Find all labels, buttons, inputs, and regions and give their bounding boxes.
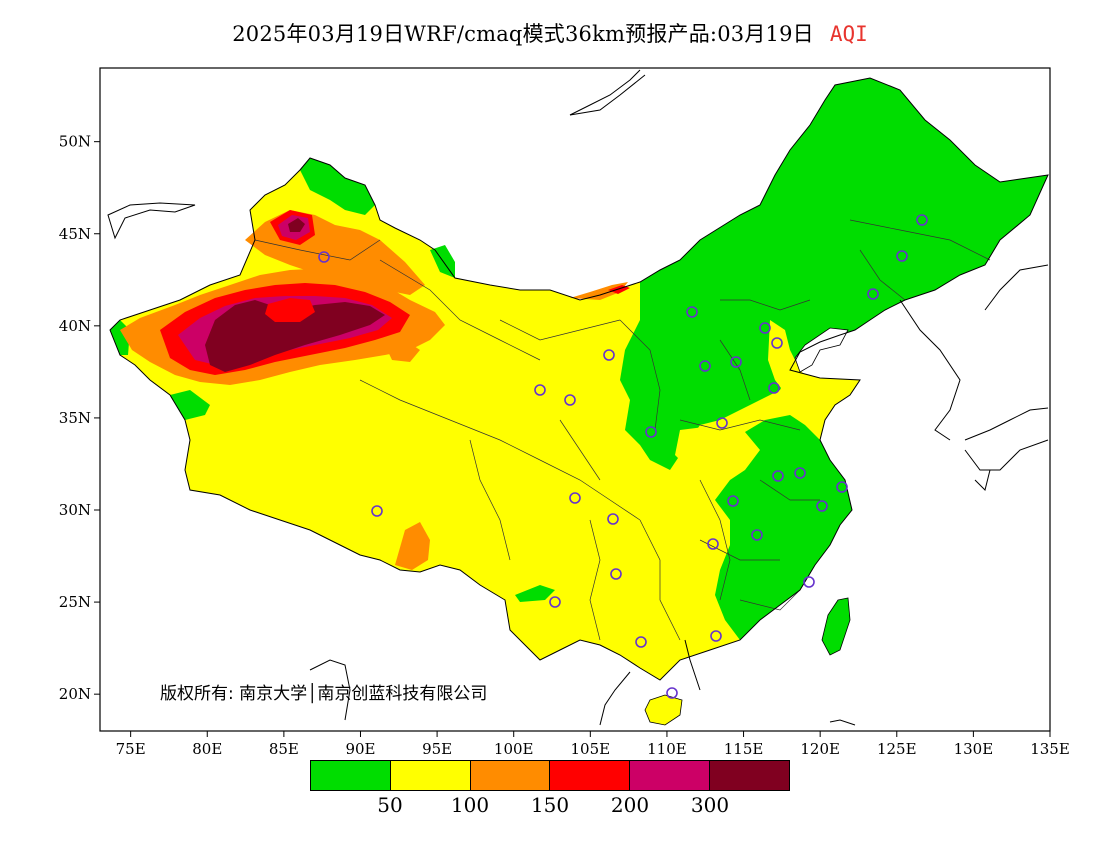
station-marker <box>730 356 742 368</box>
station-marker <box>896 250 908 262</box>
station-marker <box>686 306 698 318</box>
colorbar-label: 300 <box>690 793 730 817</box>
lon-tick-label: 135E <box>1030 740 1070 758</box>
orange-qinghai <box>385 340 420 362</box>
colorbar-segment <box>311 761 391 790</box>
station-marker <box>759 322 771 334</box>
lat-tick-label: 25N <box>59 593 91 611</box>
orange-inner-mongolia <box>570 282 628 300</box>
lon-tick-label: 110E <box>647 740 687 758</box>
green-east <box>712 415 852 640</box>
green-northeast <box>620 78 1048 470</box>
station-marker <box>867 288 879 300</box>
station-marker <box>607 513 619 525</box>
station-markers <box>318 214 928 699</box>
colorbar-label: 200 <box>610 793 650 817</box>
longitude-ticks: 75E 80E 85E 90E 95E 100E 105E 110E 115E 120E 125E 1… <box>116 731 1070 758</box>
station-marker <box>549 596 561 608</box>
province-borders <box>254 219 991 641</box>
green-taiwan <box>821 597 851 656</box>
colorbar-segment <box>550 761 631 790</box>
colorbar-label: 50 <box>377 793 403 817</box>
station-marker <box>371 505 383 517</box>
lon-tick-label: 130E <box>954 740 994 758</box>
title-variable: AQI <box>829 22 868 46</box>
station-marker <box>751 529 763 541</box>
title-main: 2025年03月19日WRF/cmaq模式36km预报产品:03月19日 <box>232 22 814 46</box>
station-marker <box>666 687 678 699</box>
station-marker <box>707 538 719 550</box>
lat-tick-label: 35N <box>59 409 91 427</box>
lon-tick-label: 90E <box>345 740 375 758</box>
lon-tick-label: 115E <box>724 740 764 758</box>
station-marker <box>635 636 647 648</box>
lat-tick-label: 30N <box>59 501 91 519</box>
colorbar-segment <box>390 761 471 790</box>
aqi-colorbar <box>310 760 790 791</box>
colorbar-segment <box>470 761 551 790</box>
maroon-tarim <box>205 300 385 372</box>
station-marker <box>716 417 728 429</box>
maroon-north <box>288 218 305 232</box>
station-marker <box>772 470 784 482</box>
green-west-patch <box>170 390 210 420</box>
hainan-island <box>644 694 683 726</box>
station-marker <box>768 382 780 394</box>
station-marker <box>916 214 928 226</box>
station-marker <box>771 337 783 349</box>
lon-tick-label: 100E <box>494 740 534 758</box>
station-marker <box>564 394 576 406</box>
green-south <box>515 585 555 602</box>
yellow-north-china <box>768 320 810 400</box>
china-outline <box>109 77 1049 681</box>
lat-tick-label: 40N <box>59 317 91 335</box>
coastlines <box>107 69 1049 726</box>
station-marker <box>534 384 546 396</box>
colorbar-label: 100 <box>450 793 490 817</box>
station-marker <box>816 500 828 512</box>
colorbar-segment <box>710 761 789 790</box>
colorbar-segment <box>630 761 711 790</box>
lon-tick-label: 75E <box>116 740 146 758</box>
lat-tick-label: 20N <box>59 685 91 703</box>
lon-tick-label: 105E <box>571 740 611 758</box>
red-tarim-hole <box>265 298 315 322</box>
lat-tick-label: 50N <box>59 133 91 151</box>
station-marker <box>710 630 722 642</box>
station-marker <box>318 251 330 263</box>
lon-tick-label: 85E <box>269 740 299 758</box>
station-marker <box>803 576 815 588</box>
station-marker <box>836 481 848 493</box>
lon-tick-label: 120E <box>800 740 840 758</box>
map-title: 2025年03月19日WRF/cmaq模式36km预报产品:03月19日 AQI <box>0 18 1100 48</box>
station-marker <box>603 349 615 361</box>
lon-tick-label: 95E <box>422 740 452 758</box>
station-marker <box>794 467 806 479</box>
station-marker <box>727 495 739 507</box>
orange-tibet <box>395 522 430 570</box>
lon-tick-label: 80E <box>192 740 222 758</box>
copyright-text: 版权所有: 南京大学│南京创蓝科技有限公司 <box>160 684 488 704</box>
lat-tick-label: 45N <box>59 225 91 243</box>
station-marker <box>699 360 711 372</box>
bohai-sea <box>794 327 849 373</box>
station-marker <box>610 568 622 580</box>
station-marker <box>645 426 657 438</box>
map-plot-area <box>107 69 1049 726</box>
station-marker <box>569 492 581 504</box>
lon-tick-label: 125E <box>877 740 917 758</box>
latitude-ticks: 50N 45N 40N 35N 30N 25N 20N <box>59 133 100 703</box>
yellow-central <box>675 425 760 500</box>
colorbar-label: 150 <box>530 793 570 817</box>
green-xinjiang-north <box>300 158 375 215</box>
map-frame <box>99 67 1051 732</box>
